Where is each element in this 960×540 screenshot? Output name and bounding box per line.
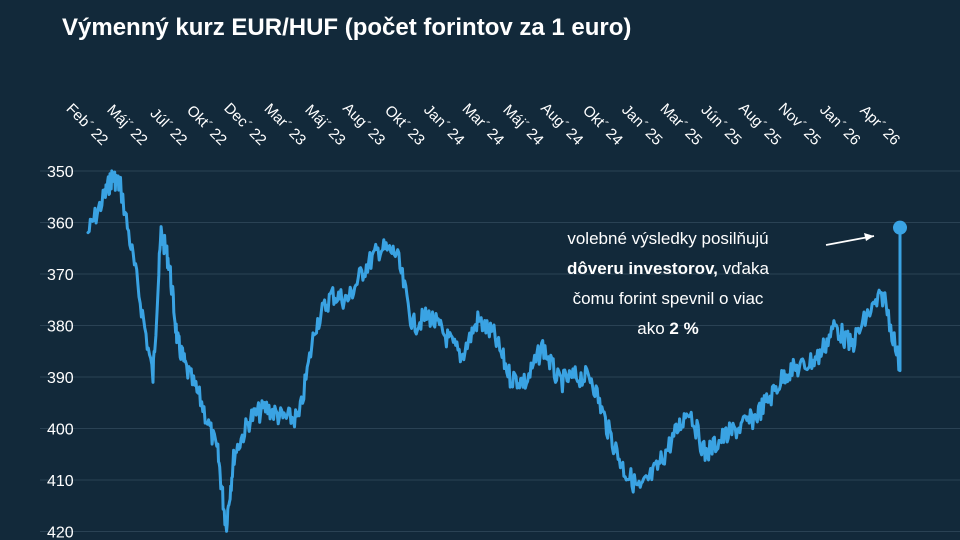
- y-tick-label: 360: [47, 216, 74, 233]
- x-tick-label: Jan´ 26: [816, 101, 863, 148]
- x-tick-label: Okt´ 24: [579, 102, 626, 149]
- x-tick-label: Júl´ 22: [147, 105, 191, 149]
- y-tick-label: 390: [47, 370, 74, 387]
- y-tick-label: 400: [47, 422, 74, 439]
- chart-title: Výmenný kurz EUR/HUF (počet forintov za …: [62, 14, 632, 41]
- x-tick-label: Apr´ 26: [856, 102, 903, 149]
- y-tick-label: 410: [47, 473, 74, 490]
- annotation-line-2-rest: vďaka: [717, 259, 769, 278]
- annotation-line-3: čomu forint spevnil o viac: [572, 289, 764, 308]
- y-axis-ticks: 350 360 370 380 390 400 410 420: [47, 164, 74, 540]
- x-tick-label: Jan´ 25: [618, 101, 665, 148]
- x-tick-label: Mar´ 25: [657, 100, 706, 149]
- annotation-bold-2: 2 %: [669, 319, 699, 338]
- annotation-text: volebné výsledky posilňujú dôveru invest…: [528, 224, 808, 344]
- series-line-eur-huf: [86, 169, 902, 533]
- x-tick-label: Dec´ 22: [220, 100, 269, 149]
- annotation-arrow-head: [864, 233, 874, 241]
- x-tick-label: Nov´ 25: [775, 100, 824, 149]
- y-tick-label: 350: [47, 164, 74, 181]
- annotation-line-1: volebné výsledky posilňujú: [567, 229, 769, 248]
- x-tick-label: Feb´ 22: [63, 100, 112, 149]
- x-tick-label: Mar´ 24: [459, 100, 508, 149]
- y-tick-label: 420: [47, 525, 74, 540]
- x-tick-label: Aug´ 25: [735, 100, 784, 149]
- annotation-line-4-pre: ako: [637, 319, 670, 338]
- x-tick-label: Aug´ 24: [537, 100, 586, 149]
- x-tick-label: Jan´ 24: [420, 101, 467, 148]
- y-tick-label: 380: [47, 319, 74, 336]
- x-tick-label: Mar´ 23: [261, 100, 310, 149]
- x-tick-label: Máj´ 22: [103, 101, 150, 148]
- annotation-line-2: dôveru investorov, vďaka: [528, 254, 808, 284]
- annotation-line-4: ako 2 %: [528, 314, 808, 344]
- annotation-bold-1: dôveru investorov,: [567, 259, 718, 278]
- y-tick-label: 370: [47, 267, 74, 284]
- series-end-marker: [893, 220, 907, 235]
- x-tick-label: Aug´ 23: [339, 100, 388, 149]
- x-tick-label: Okt´ 23: [381, 102, 428, 149]
- grid-layer: [40, 170, 960, 532]
